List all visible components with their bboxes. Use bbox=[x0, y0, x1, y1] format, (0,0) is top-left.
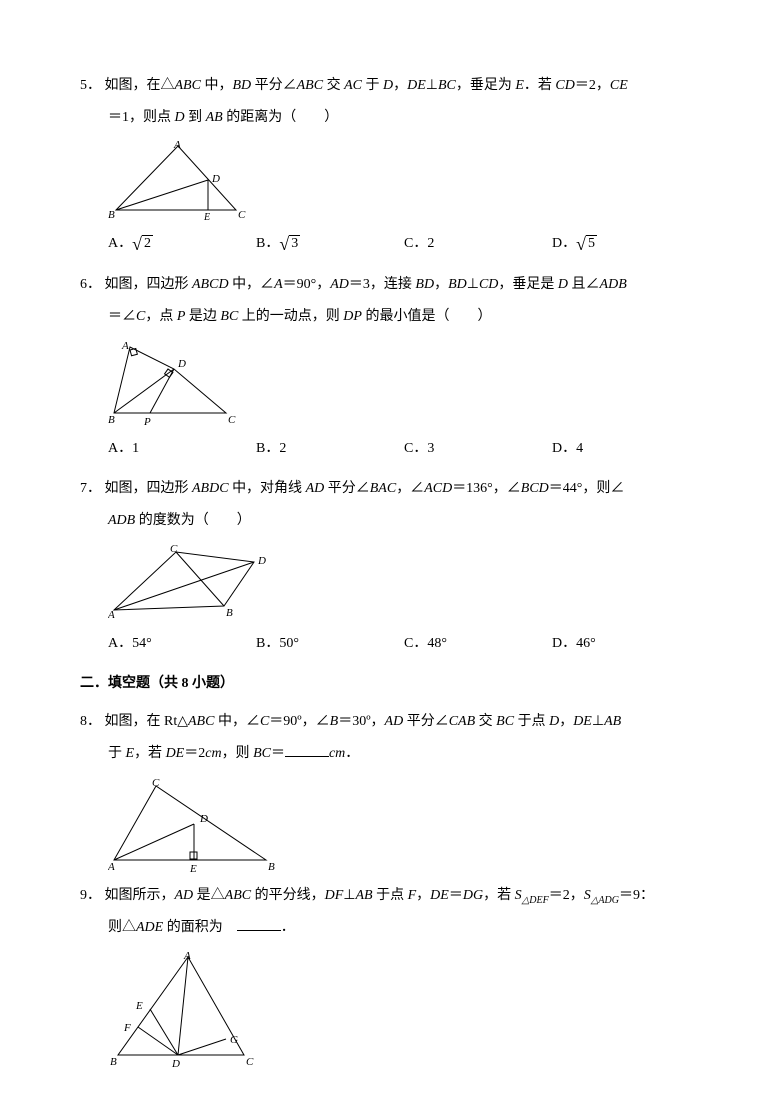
q5-optB: B．√3 bbox=[256, 228, 404, 260]
q6-optB: B．2 bbox=[256, 433, 404, 465]
question-8: 8． 如图，在 Rt△ABC 中，∠C＝90º，∠B＝30º，AD 平分∠CAB… bbox=[80, 706, 700, 770]
svg-text:A: A bbox=[173, 140, 181, 151]
q6-optC: C．3 bbox=[404, 433, 552, 465]
question-5: 5． 如图，在△ABC 中，BD 平分∠ABC 交 AC 于 D，DE⊥BC，垂… bbox=[80, 70, 700, 134]
q8-blank bbox=[285, 743, 329, 757]
svg-text:A: A bbox=[108, 861, 115, 873]
q8-text: 如图，在 Rt△ABC 中，∠C＝90º，∠B＝30º，AD 平分∠CAB 交 … bbox=[105, 714, 622, 729]
q5-optA: A．√2 bbox=[108, 228, 256, 260]
svg-text:F: F bbox=[123, 1022, 131, 1034]
svg-text:C: C bbox=[238, 209, 246, 221]
q7-options: A．54° B．50° C．48° D．46° bbox=[80, 628, 700, 660]
svg-text:P: P bbox=[143, 416, 151, 427]
q5-num: 5． bbox=[80, 78, 101, 93]
svg-text:A: A bbox=[108, 609, 115, 621]
svg-text:B: B bbox=[268, 861, 275, 873]
q5-optD: D．√5 bbox=[552, 228, 700, 260]
q5-text: 如图，在△ABC 中，BD 平分∠ABC 交 AC 于 D，DE⊥BC，垂足为 … bbox=[105, 78, 628, 93]
question-6: 6． 如图，四边形 ABCD 中，∠A＝90°，AD＝3，连接 BD，BD⊥CD… bbox=[80, 269, 700, 333]
q6-figure: A B C D P bbox=[80, 339, 700, 427]
svg-text:C: C bbox=[152, 777, 160, 789]
svg-text:G: G bbox=[230, 1034, 238, 1046]
q6-num: 6． bbox=[80, 277, 101, 292]
svg-text:C: C bbox=[228, 414, 236, 426]
svg-text:B: B bbox=[226, 607, 233, 619]
q9-num: 9． bbox=[80, 888, 101, 903]
q6-options: A．1 B．2 C．3 D．4 bbox=[80, 433, 700, 465]
svg-text:D: D bbox=[257, 555, 266, 567]
question-9: 9． 如图所示，AD 是△ABC 的平分线，DF⊥AB 于点 F，DE＝DG，若… bbox=[80, 880, 700, 944]
svg-text:B: B bbox=[108, 414, 115, 426]
q5-optC: C．2 bbox=[404, 228, 552, 260]
question-7: 7． 如图，四边形 ABDC 中，对角线 AD 平分∠BAC，∠ACD＝136°… bbox=[80, 473, 700, 537]
svg-text:D: D bbox=[171, 1058, 180, 1069]
svg-text:C: C bbox=[246, 1056, 254, 1068]
q8-figure: A B C D E bbox=[80, 776, 700, 874]
q7-optA: A．54° bbox=[108, 628, 256, 660]
q5-options: A．√2 B．√3 C．2 D．√5 bbox=[80, 228, 700, 260]
q8-num: 8． bbox=[80, 714, 101, 729]
q6-optA: A．1 bbox=[108, 433, 256, 465]
svg-text:B: B bbox=[108, 209, 115, 221]
q6-text: 如图，四边形 ABCD 中，∠A＝90°，AD＝3，连接 BD，BD⊥CD，垂足… bbox=[105, 277, 627, 292]
q7-num: 7． bbox=[80, 481, 101, 496]
svg-text:A: A bbox=[121, 340, 129, 352]
q7-line2: ADB 的度数为（ ） bbox=[80, 505, 700, 537]
svg-text:E: E bbox=[203, 212, 210, 222]
q7-optD: D．46° bbox=[552, 628, 700, 660]
q7-optB: B．50° bbox=[256, 628, 404, 660]
svg-text:D: D bbox=[177, 358, 186, 370]
q5-figure: A B C D E bbox=[80, 140, 700, 222]
q9-blank bbox=[237, 917, 281, 931]
q6-line2: ＝∠C，点 P 是边 BC 上的一动点，则 DP 的最小值是（ ） bbox=[80, 301, 700, 333]
svg-text:B: B bbox=[110, 1056, 117, 1068]
svg-text:A: A bbox=[183, 951, 191, 962]
section-header: 二．填空题（共 8 小题） bbox=[80, 668, 700, 700]
svg-text:C: C bbox=[170, 544, 178, 555]
q9-line2: 则△ADE 的面积为 ． bbox=[80, 912, 700, 944]
q9-figure: A B C D E F G bbox=[80, 951, 700, 1069]
svg-text:E: E bbox=[189, 863, 197, 874]
q8-line2: 于 E，若 DE＝2cm，则 BC＝cm． bbox=[80, 738, 700, 770]
q7-figure: A B C D bbox=[80, 544, 700, 622]
q9-text: 如图所示，AD 是△ABC 的平分线，DF⊥AB 于点 F，DE＝DG，若 S△… bbox=[105, 888, 654, 903]
svg-text:D: D bbox=[211, 173, 220, 185]
svg-text:E: E bbox=[135, 1000, 143, 1012]
q6-optD: D．4 bbox=[552, 433, 700, 465]
svg-text:D: D bbox=[199, 813, 208, 825]
q7-text: 如图，四边形 ABDC 中，对角线 AD 平分∠BAC，∠ACD＝136°，∠B… bbox=[105, 481, 625, 496]
q7-optC: C．48° bbox=[404, 628, 552, 660]
q5-line2: ＝1，则点 D 到 AB 的距离为（ ） bbox=[80, 102, 700, 134]
